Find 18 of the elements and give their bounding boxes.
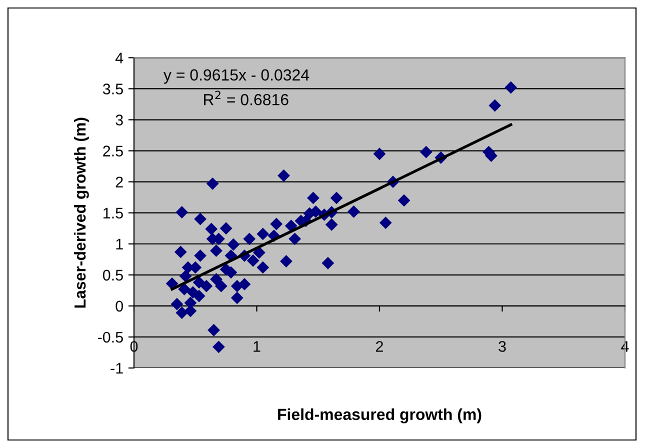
y-tick-label: 0 bbox=[116, 300, 123, 312]
y-tick-label: 2.5 bbox=[103, 146, 123, 156]
x-tick-label: 3 bbox=[498, 341, 506, 352]
y-tick-label: 2 bbox=[116, 176, 123, 188]
annotation: R$^{2}$ = 0.6816 bbox=[204, 90, 288, 106]
x-tick-label: 1 bbox=[254, 341, 260, 352]
y-tick-label: 3.5 bbox=[102, 84, 123, 94]
y-axis-title: Laser-derived growth (m) bbox=[74, 118, 89, 308]
y-tick-label: 1.5 bbox=[104, 208, 123, 219]
y-tick-label: -1 bbox=[110, 363, 123, 374]
y-tick-label: 4 bbox=[115, 52, 124, 64]
x-axis-title: Field-measured growth (m) bbox=[278, 408, 482, 424]
y-tick-label: -0.5 bbox=[98, 332, 123, 343]
x-tick-label: 2 bbox=[376, 341, 383, 352]
y-tick-label: 3 bbox=[116, 114, 123, 126]
annotation: y = 0.9615x - 0.0324 bbox=[164, 69, 310, 84]
y-tick-label: 0.5 bbox=[102, 270, 123, 281]
y-tick-label: 1 bbox=[116, 238, 123, 250]
